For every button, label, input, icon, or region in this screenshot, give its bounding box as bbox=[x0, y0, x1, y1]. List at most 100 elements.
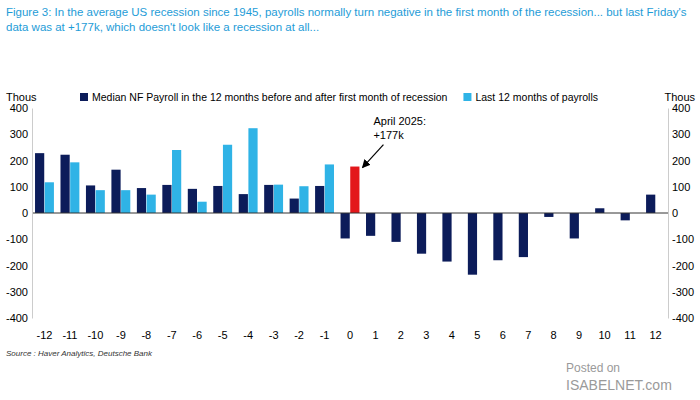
bar bbox=[621, 213, 630, 220]
x-tick-label: -11 bbox=[62, 329, 77, 341]
bar bbox=[197, 202, 206, 213]
bar bbox=[111, 170, 120, 213]
legend-item: Last 12 months of payrolls bbox=[463, 91, 598, 103]
legend: Median NF Payroll in the 12 months befor… bbox=[80, 91, 598, 103]
y-tick-label: -300 bbox=[6, 286, 28, 298]
y-tick: 400 bbox=[10, 102, 32, 114]
x-tick-label: 10 bbox=[598, 329, 610, 341]
y-tick: 0 bbox=[22, 207, 32, 219]
y2-tick-label: -300 bbox=[672, 286, 694, 298]
x-tick: -12 bbox=[37, 318, 53, 341]
x-tick-label: 6 bbox=[500, 329, 506, 341]
bar bbox=[188, 189, 197, 213]
x-tick: 10 bbox=[598, 318, 610, 341]
bar bbox=[366, 213, 375, 236]
bar bbox=[137, 188, 146, 213]
x-tick-label: -6 bbox=[192, 329, 202, 341]
x-tick-label: 2 bbox=[398, 329, 404, 341]
y2-tick: -100 bbox=[668, 233, 694, 245]
bar bbox=[35, 153, 44, 213]
bar bbox=[213, 186, 222, 213]
x-tick: 4 bbox=[449, 318, 455, 341]
y2-tick: 200 bbox=[668, 155, 690, 167]
y2-axis: -400-300-200-1000100200300400 bbox=[668, 102, 694, 324]
y-tick: 300 bbox=[10, 128, 32, 140]
x-axis: -12-11-10-9-8-7-6-5-4-3-2-10123456789101… bbox=[37, 318, 662, 341]
annotation: April 2025:+177k bbox=[362, 115, 426, 168]
y2-tick: -200 bbox=[668, 260, 694, 272]
bar bbox=[646, 195, 655, 213]
y-axis: -400-300-200-1000100200300400 bbox=[6, 102, 33, 324]
bar bbox=[248, 128, 257, 213]
x-tick: 11 bbox=[624, 318, 635, 341]
bar bbox=[570, 213, 579, 238]
y2-tick-label: -400 bbox=[672, 312, 694, 324]
x-tick-label: -3 bbox=[269, 329, 279, 341]
y-tick-label: 200 bbox=[10, 155, 28, 167]
y-tick: -200 bbox=[6, 260, 32, 272]
zero-line bbox=[32, 213, 668, 214]
bar bbox=[86, 185, 95, 213]
bar bbox=[162, 185, 171, 213]
x-tick-label: -4 bbox=[243, 329, 253, 341]
x-tick-label: 7 bbox=[525, 329, 531, 341]
bar bbox=[417, 213, 426, 254]
x-tick: -4 bbox=[243, 318, 253, 341]
y2-axis-line bbox=[668, 109, 669, 319]
y2-tick-label: 200 bbox=[672, 155, 690, 167]
legend-item: Median NF Payroll in the 12 months befor… bbox=[80, 91, 448, 103]
x-tick-label: -2 bbox=[294, 329, 304, 341]
bar bbox=[468, 213, 477, 275]
title-line: data was at +177k, which doesn't look li… bbox=[6, 21, 319, 33]
x-tick: 9 bbox=[576, 318, 582, 341]
x-tick-label: -7 bbox=[167, 329, 177, 341]
x-tick-label: 9 bbox=[576, 329, 582, 341]
x-tick: 2 bbox=[398, 318, 404, 341]
x-tick-label: -5 bbox=[218, 329, 228, 341]
x-tick: -11 bbox=[62, 318, 77, 341]
legend-swatch bbox=[463, 93, 471, 101]
y2-tick-label: 400 bbox=[672, 102, 690, 114]
bar bbox=[172, 150, 181, 213]
x-tick-label: 4 bbox=[449, 329, 455, 341]
y-tick: -300 bbox=[6, 286, 32, 298]
bar bbox=[223, 145, 232, 213]
bar bbox=[350, 167, 359, 213]
bar bbox=[325, 164, 334, 213]
bar bbox=[290, 199, 299, 213]
x-tick: -7 bbox=[167, 318, 177, 341]
x-tick-label: 3 bbox=[423, 329, 429, 341]
bar bbox=[341, 213, 350, 238]
y-tick-label: 300 bbox=[10, 128, 28, 140]
x-tick-label: 1 bbox=[372, 329, 378, 341]
x-tick-label: 11 bbox=[624, 329, 635, 341]
x-tick: 5 bbox=[474, 318, 480, 341]
y2-tick-label: -200 bbox=[672, 260, 694, 272]
source: Source : Haver Analytics, Deutsche Bank bbox=[6, 349, 153, 358]
y-axis-line bbox=[32, 109, 33, 319]
x-tick: 7 bbox=[525, 318, 531, 341]
x-tick: 12 bbox=[649, 318, 661, 341]
x-tick-label: -9 bbox=[116, 329, 126, 341]
bar bbox=[274, 185, 283, 213]
bar bbox=[544, 213, 553, 217]
x-tick-label: 12 bbox=[649, 329, 661, 341]
y2-tick-label: 0 bbox=[672, 207, 678, 219]
x-tick: 6 bbox=[500, 318, 506, 341]
x-tick-label: 0 bbox=[347, 329, 353, 341]
chart-svg: Figure 3: In the average US recession si… bbox=[0, 0, 700, 400]
y-tick-label: 100 bbox=[10, 181, 28, 193]
bar bbox=[70, 162, 79, 213]
y2-tick: 400 bbox=[668, 102, 690, 114]
y-tick: -400 bbox=[6, 312, 32, 324]
bar bbox=[147, 195, 156, 213]
x-tick-label: 5 bbox=[474, 329, 480, 341]
bar bbox=[60, 155, 69, 213]
y2-tick-label: 100 bbox=[672, 181, 690, 193]
x-tick: -3 bbox=[269, 318, 279, 341]
bar bbox=[391, 213, 400, 242]
x-tick-label: -12 bbox=[37, 329, 53, 341]
x-tick: 1 bbox=[372, 318, 378, 341]
bar bbox=[239, 194, 248, 213]
y-tick-label: 0 bbox=[22, 207, 28, 219]
